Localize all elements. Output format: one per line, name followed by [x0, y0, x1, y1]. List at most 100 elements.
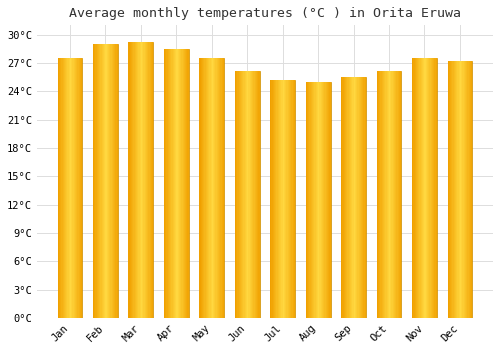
Bar: [352, 77, 354, 318]
Bar: [128, 42, 154, 318]
Bar: [433, 58, 434, 318]
Bar: [219, 58, 220, 318]
Bar: [428, 58, 430, 318]
Bar: [164, 49, 188, 318]
Bar: [394, 71, 395, 318]
Bar: [136, 42, 137, 318]
Bar: [390, 71, 392, 318]
Bar: [280, 80, 281, 318]
Bar: [140, 42, 141, 318]
Bar: [448, 61, 450, 318]
Bar: [164, 49, 165, 318]
Bar: [399, 71, 400, 318]
Bar: [58, 58, 59, 318]
Bar: [328, 82, 330, 318]
Bar: [306, 82, 307, 318]
Bar: [345, 77, 346, 318]
Bar: [207, 58, 208, 318]
Bar: [214, 58, 216, 318]
Bar: [254, 71, 256, 318]
Bar: [202, 58, 203, 318]
Bar: [212, 58, 213, 318]
Bar: [144, 42, 146, 318]
Bar: [286, 80, 288, 318]
Bar: [364, 77, 366, 318]
Bar: [310, 82, 312, 318]
Bar: [98, 44, 99, 318]
Bar: [361, 77, 362, 318]
Bar: [58, 58, 82, 318]
Bar: [252, 71, 254, 318]
Bar: [93, 44, 118, 318]
Bar: [244, 71, 246, 318]
Bar: [320, 82, 322, 318]
Bar: [456, 61, 458, 318]
Bar: [341, 77, 342, 318]
Bar: [210, 58, 212, 318]
Bar: [423, 58, 424, 318]
Bar: [427, 58, 428, 318]
Bar: [65, 58, 66, 318]
Bar: [206, 58, 207, 318]
Bar: [169, 49, 170, 318]
Bar: [360, 77, 361, 318]
Bar: [358, 77, 360, 318]
Bar: [258, 71, 260, 318]
Bar: [60, 58, 62, 318]
Bar: [222, 58, 223, 318]
Bar: [466, 61, 468, 318]
Bar: [103, 44, 104, 318]
Bar: [185, 49, 186, 318]
Bar: [458, 61, 460, 318]
Bar: [318, 82, 320, 318]
Bar: [200, 58, 224, 318]
Bar: [148, 42, 150, 318]
Bar: [323, 82, 324, 318]
Bar: [147, 42, 148, 318]
Bar: [292, 80, 294, 318]
Bar: [220, 58, 222, 318]
Bar: [388, 71, 389, 318]
Bar: [376, 71, 402, 318]
Bar: [362, 77, 364, 318]
Bar: [376, 71, 378, 318]
Bar: [81, 58, 82, 318]
Bar: [246, 71, 247, 318]
Bar: [62, 58, 64, 318]
Bar: [464, 61, 465, 318]
Bar: [68, 58, 70, 318]
Bar: [235, 71, 260, 318]
Bar: [351, 77, 352, 318]
Bar: [99, 44, 100, 318]
Bar: [66, 58, 68, 318]
Bar: [424, 58, 426, 318]
Bar: [72, 58, 74, 318]
Bar: [417, 58, 418, 318]
Bar: [294, 80, 295, 318]
Bar: [151, 42, 152, 318]
Bar: [379, 71, 380, 318]
Bar: [247, 71, 248, 318]
Bar: [468, 61, 470, 318]
Bar: [285, 80, 286, 318]
Bar: [455, 61, 456, 318]
Bar: [134, 42, 136, 318]
Bar: [418, 58, 420, 318]
Bar: [462, 61, 464, 318]
Bar: [412, 58, 414, 318]
Bar: [289, 80, 290, 318]
Bar: [138, 42, 140, 318]
Bar: [270, 80, 295, 318]
Bar: [276, 80, 278, 318]
Bar: [420, 58, 422, 318]
Bar: [327, 82, 328, 318]
Bar: [235, 71, 236, 318]
Bar: [448, 61, 472, 318]
Bar: [432, 58, 433, 318]
Bar: [241, 71, 242, 318]
Bar: [165, 49, 166, 318]
Bar: [141, 42, 142, 318]
Bar: [110, 44, 112, 318]
Bar: [150, 42, 151, 318]
Bar: [174, 49, 175, 318]
